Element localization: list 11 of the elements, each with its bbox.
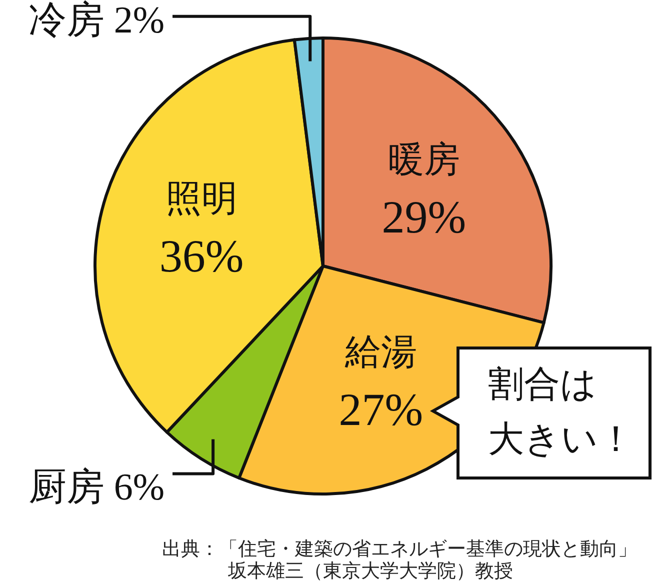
slice-label: 給湯 — [344, 332, 417, 372]
text: 坂本雄三（東京大学大学院）教授 — [227, 560, 513, 582]
slice-label: 冷房 2% — [28, 0, 165, 42]
text: 割合は大きい！ — [488, 363, 634, 461]
data-label: 36% — [159, 230, 244, 282]
slice-label: 照明 — [166, 178, 238, 219]
data-label: 27% — [338, 384, 424, 435]
slice-label: 暖房 — [388, 140, 460, 180]
slice-label: 厨房 6% — [28, 466, 165, 509]
source-note: 出典：「住宅・建築の省エネルギー基準の現状と動向」 — [162, 538, 637, 560]
data-label: 29% — [382, 192, 466, 243]
